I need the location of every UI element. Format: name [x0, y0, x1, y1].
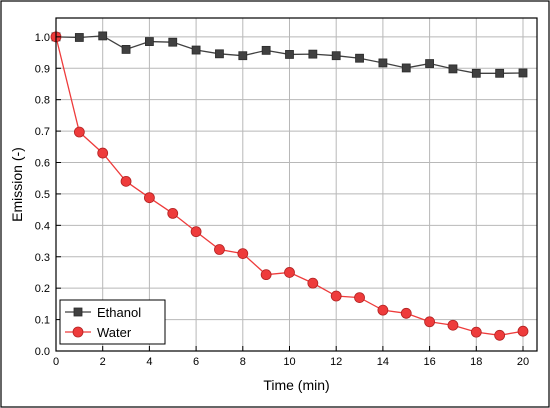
plot-area-border — [55, 17, 538, 352]
y-tick-label: 0.8 — [35, 95, 50, 107]
data-point-ethanol — [308, 49, 318, 59]
data-point-water — [214, 244, 225, 255]
data-point-ethanol — [261, 45, 271, 55]
data-point-ethanol — [238, 51, 248, 61]
series-group — [50, 31, 529, 341]
axis-ticks: 0 2 4 6 8 10 12 14 16 18 20 0.0 0.1 0.2 0.3 0.4 0.5 0.6 0.… — [35, 32, 529, 368]
data-point-ethanol — [168, 37, 178, 47]
legend-marker-water — [72, 326, 84, 338]
data-point-water — [167, 208, 179, 219]
data-point-ethanol — [355, 53, 364, 63]
legend-label-water: Water — [97, 325, 132, 340]
y-tick-label: 0.7 — [35, 126, 50, 138]
data-point-ethanol — [98, 31, 108, 41]
data-point-water — [494, 329, 506, 341]
y-tick-label: 0.5 — [35, 189, 50, 201]
x-tick-label: 20 — [517, 356, 529, 368]
data-point-water — [284, 267, 295, 278]
data-point-ethanol — [448, 64, 458, 74]
data-point-ethanol — [285, 50, 294, 59]
data-point-water — [447, 319, 459, 331]
x-tick-label: 16 — [423, 356, 435, 368]
x-tick-label: 14 — [377, 356, 389, 368]
x-tick-label: 2 — [100, 356, 106, 368]
data-point-ethanol — [401, 63, 411, 73]
y-tick-label: 0.0 — [35, 346, 50, 358]
data-point-water — [377, 304, 389, 316]
data-point-ethanol — [215, 49, 224, 59]
data-point-water — [400, 307, 412, 319]
legend-label-ethanol: Ethanol — [97, 305, 141, 320]
legend-marker-ethanol — [73, 307, 83, 317]
data-point-ethanol — [191, 45, 201, 55]
x-tick-label: 10 — [283, 356, 295, 368]
data-point-water — [424, 316, 435, 328]
y-tick-label: 0.2 — [35, 283, 50, 295]
data-point-ethanol — [378, 58, 388, 68]
data-point-ethanol — [518, 68, 528, 78]
data-point-ethanol — [331, 51, 341, 61]
data-point-water — [120, 175, 132, 187]
x-tick-label: 12 — [330, 356, 342, 368]
data-point-ethanol — [471, 68, 481, 78]
y-tick-label: 0.1 — [35, 315, 50, 327]
x-tick-label: 8 — [240, 356, 246, 368]
y-tick-label: 0.3 — [35, 252, 50, 264]
data-point-water — [73, 126, 85, 138]
data-point-ethanol — [144, 37, 154, 46]
y-tick-label: 0.9 — [35, 63, 50, 75]
data-point-water — [330, 290, 342, 302]
y-axis-title: Emission (-) — [9, 147, 25, 222]
y-tick-label: 0.6 — [35, 158, 50, 170]
x-tick-label: 18 — [470, 356, 482, 368]
data-point-water — [307, 277, 319, 289]
x-tick-label: 0 — [53, 356, 59, 368]
data-point-water — [143, 192, 155, 204]
series-water — [50, 31, 529, 341]
data-point-ethanol — [495, 68, 505, 78]
y-tick-label: 1.0 — [35, 32, 50, 44]
data-point-water — [354, 292, 365, 303]
data-point-ethanol — [74, 33, 84, 42]
data-point-water — [237, 248, 249, 260]
y-tick-label: 0.4 — [35, 220, 50, 232]
x-tick-label: 4 — [146, 356, 152, 368]
data-point-water — [470, 326, 482, 338]
data-point-ethanol — [121, 45, 131, 54]
x-tick-label: 6 — [193, 356, 199, 368]
data-point-water — [517, 325, 529, 337]
legend: Ethanol Water — [59, 299, 166, 345]
data-point-water — [260, 269, 272, 281]
data-point-water — [190, 226, 202, 238]
data-point-water — [97, 147, 109, 159]
x-axis-title: Time (min) — [263, 377, 329, 393]
data-point-ethanol — [425, 59, 434, 68]
